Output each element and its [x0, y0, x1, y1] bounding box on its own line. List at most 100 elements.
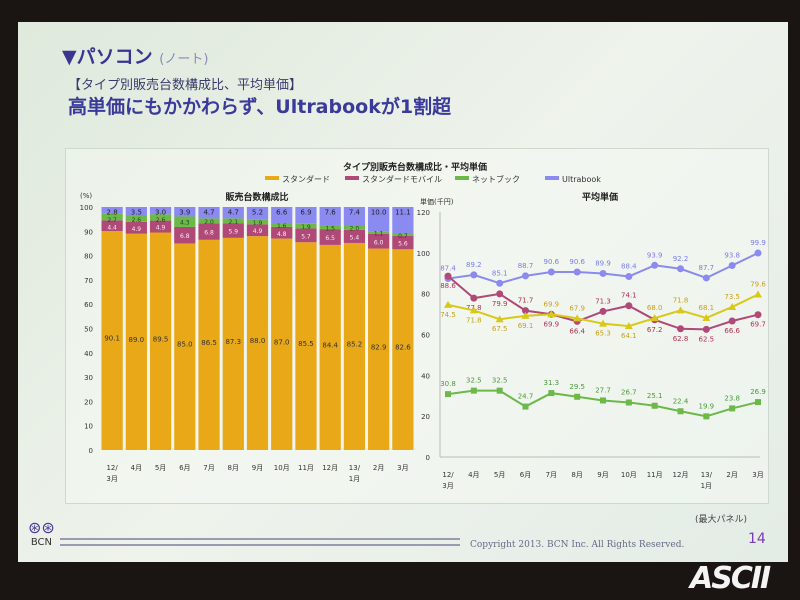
point-value-label: 79.9: [492, 300, 508, 308]
x-tick-label: 13/: [349, 464, 361, 472]
x-tick-label: 8月: [228, 464, 239, 472]
bar-value-label: 4.3: [180, 220, 190, 227]
bar-value-label: 85.5: [298, 340, 314, 348]
bar-segment: [368, 231, 390, 234]
point-value-label: 62.8: [673, 335, 689, 343]
x-tick-label: 2月: [373, 464, 384, 472]
point-value-label: 26.9: [750, 388, 766, 396]
bar-segment: [246, 207, 269, 220]
legend-swatch: [545, 176, 559, 180]
bar-value-label: 4.9: [156, 225, 166, 232]
bar-value-label: 2.6: [132, 217, 142, 224]
point-value-label: 90.6: [544, 258, 560, 266]
point-value-label: 29.5: [569, 383, 585, 391]
x-tick-label: 12/: [442, 471, 454, 479]
point-value-label: 27.7: [595, 386, 611, 394]
data-point: [755, 399, 761, 406]
data-point: [548, 390, 555, 397]
bar-segment: [222, 237, 244, 450]
point-value-label: 30.8: [440, 380, 456, 388]
bar-value-label: 87.0: [274, 338, 290, 346]
divider: [60, 538, 460, 540]
bar-segment: [174, 216, 196, 227]
y-tick-label: 70: [84, 277, 93, 285]
data-point: [625, 273, 633, 281]
bar-value-label: 85.2: [347, 340, 363, 348]
point-value-label: 93.8: [724, 251, 740, 259]
x-tick-label: 9月: [597, 471, 608, 479]
bar-segment: [368, 248, 390, 450]
data-point: [754, 249, 762, 257]
bar-value-label: 85.0: [177, 341, 193, 349]
legend-swatch: [455, 176, 469, 180]
y-tick-label: 60: [421, 332, 430, 340]
data-point: [495, 315, 504, 323]
point-value-label: 67.2: [647, 326, 663, 334]
data-point: [573, 314, 582, 322]
y-tick-label: 80: [84, 253, 93, 261]
bar-segment: [198, 207, 220, 219]
point-value-label: 32.5: [466, 377, 482, 385]
bar-segment: [319, 229, 341, 245]
bar-value-label: 2.6: [156, 217, 166, 224]
bar-value-label: 5.4: [350, 234, 360, 241]
x-tick-label: 1月: [349, 475, 360, 483]
bar-segment: [101, 213, 123, 221]
bar-segment: [271, 238, 293, 450]
y-tick-label: 100: [80, 204, 93, 212]
point-value-label: 74.5: [440, 311, 456, 319]
bar-value-label: 6.6: [276, 209, 288, 217]
bar-segment: [125, 221, 147, 234]
line-chart-title: 平均単価: [582, 191, 618, 203]
copyright: Copyright 2013. BCN Inc. All Rights Rese…: [470, 540, 685, 550]
bar-segment: [392, 207, 414, 234]
bar-segment: [295, 223, 317, 229]
point-value-label: 89.2: [466, 261, 482, 269]
data-point: [754, 290, 762, 298]
legend-label: スタンダードモバイル: [362, 174, 442, 184]
bcn-logo: ⊛⊛ BCN: [28, 518, 55, 548]
x-tick-label: 11月: [647, 471, 663, 479]
bar-segment: [101, 231, 123, 450]
data-point: [521, 311, 530, 319]
point-value-label: 66.4: [569, 327, 585, 335]
bar-segment: [343, 242, 366, 450]
x-tick-label: 12/: [106, 464, 118, 472]
legend-label: Ultrabook: [562, 175, 601, 184]
y-tick-label: 10: [84, 423, 93, 431]
x-tick-label: 12月: [673, 471, 689, 479]
bar-value-label: 1.9: [253, 220, 263, 227]
bar-value-label: 4.9: [132, 226, 142, 233]
data-point: [677, 265, 684, 273]
point-value-label: 74.1: [621, 292, 637, 300]
point-value-label: 88.6: [440, 282, 456, 290]
bar-segment: [149, 220, 172, 233]
bar-segment: [343, 224, 366, 230]
point-value-label: 64.1: [621, 332, 637, 340]
data-point: [650, 314, 659, 322]
bar-value-label: 6.0: [374, 239, 384, 246]
bar-value-label: 5.7: [301, 233, 311, 240]
bar-value-label: 1.5: [325, 225, 335, 232]
bar-value-label: 2.8: [107, 209, 118, 217]
point-value-label: 69.9: [544, 300, 560, 308]
bar-segment: [149, 207, 172, 215]
bar-segment: [174, 243, 196, 450]
data-point: [470, 387, 477, 394]
data-point: [599, 307, 607, 315]
x-tick-label: 7月: [203, 464, 214, 472]
bar-value-label: 2.1: [228, 219, 238, 226]
point-value-label: 19.9: [699, 402, 715, 410]
bar-segment: [319, 244, 341, 450]
point-value-label: 25.1: [647, 392, 663, 400]
bar-segment: [222, 218, 244, 224]
data-point: [470, 271, 478, 279]
slide-title: ▼パソコン (ノート): [62, 42, 208, 69]
data-point: [445, 391, 451, 398]
bar-value-label: 6.8: [180, 233, 190, 240]
bar-value-label: 5.9: [228, 229, 238, 236]
y-tick-label: 60: [84, 301, 93, 309]
data-point: [625, 302, 633, 310]
bar-segment: [271, 223, 293, 227]
